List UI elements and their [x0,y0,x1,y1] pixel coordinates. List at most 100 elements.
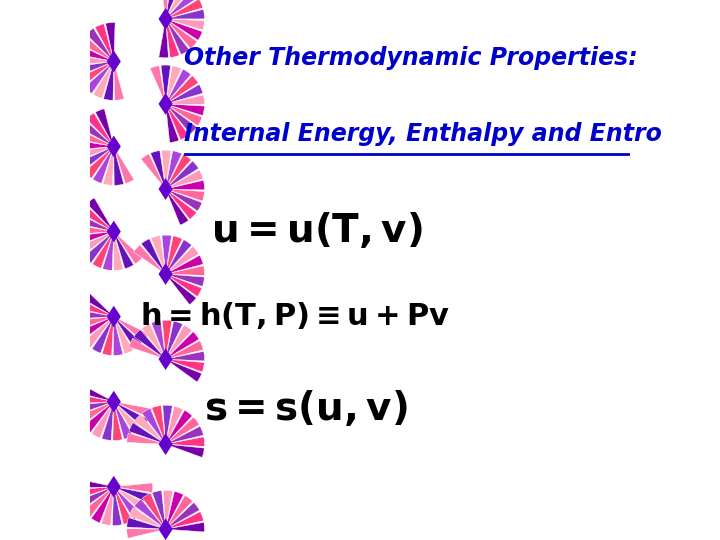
Wedge shape [166,189,197,219]
Wedge shape [114,316,148,342]
Wedge shape [75,56,114,65]
Wedge shape [166,502,199,529]
Wedge shape [166,95,204,104]
Wedge shape [159,19,168,58]
Wedge shape [166,104,202,126]
Wedge shape [75,232,114,245]
Wedge shape [166,437,204,447]
Text: Internal Energy, Enthalpy and Entro: Internal Energy, Enthalpy and Entro [184,122,662,145]
Wedge shape [127,529,166,538]
Wedge shape [166,359,204,372]
Polygon shape [158,263,173,285]
Wedge shape [166,0,191,19]
Wedge shape [80,120,114,146]
Wedge shape [114,232,123,271]
Wedge shape [75,146,114,161]
Wedge shape [166,76,198,104]
Wedge shape [166,496,193,529]
Wedge shape [166,255,203,274]
Wedge shape [162,320,172,359]
Wedge shape [166,274,202,296]
Wedge shape [166,104,197,134]
Wedge shape [166,406,183,444]
Wedge shape [161,0,170,19]
Wedge shape [114,402,133,439]
Wedge shape [166,180,204,190]
Wedge shape [166,69,191,104]
Polygon shape [107,221,121,242]
Wedge shape [91,402,114,438]
Wedge shape [135,499,166,529]
Wedge shape [166,0,198,19]
Wedge shape [166,104,204,116]
Wedge shape [86,113,114,146]
Wedge shape [161,65,171,104]
Wedge shape [91,487,114,523]
Wedge shape [96,109,114,146]
Wedge shape [103,146,114,185]
Wedge shape [166,0,181,19]
Wedge shape [114,402,142,435]
Polygon shape [158,178,173,200]
Wedge shape [114,487,152,503]
Wedge shape [103,232,114,271]
Wedge shape [166,341,203,359]
Wedge shape [166,104,189,140]
Wedge shape [134,414,166,444]
Wedge shape [113,316,123,355]
Wedge shape [76,130,114,146]
Wedge shape [163,406,172,444]
Wedge shape [166,417,199,444]
Wedge shape [84,62,114,93]
Wedge shape [142,323,166,359]
Wedge shape [151,321,166,359]
Wedge shape [129,423,166,444]
Polygon shape [158,518,173,540]
Wedge shape [166,426,204,444]
Wedge shape [114,402,152,418]
Wedge shape [75,394,114,403]
Wedge shape [78,316,114,340]
Wedge shape [78,402,114,424]
Wedge shape [166,522,204,532]
Wedge shape [166,19,189,55]
Wedge shape [166,321,183,359]
Wedge shape [114,146,124,185]
Wedge shape [114,487,142,520]
Wedge shape [151,235,166,274]
Wedge shape [104,62,114,100]
Wedge shape [114,316,133,354]
Wedge shape [166,19,179,58]
Wedge shape [142,408,166,444]
Wedge shape [114,316,142,349]
Wedge shape [166,511,204,529]
Polygon shape [107,136,121,157]
Wedge shape [78,146,114,171]
Polygon shape [107,51,121,72]
Wedge shape [166,9,204,19]
Wedge shape [83,487,114,517]
Wedge shape [166,359,202,382]
Wedge shape [166,189,204,201]
Wedge shape [166,274,197,305]
Wedge shape [75,316,114,330]
Wedge shape [166,491,184,529]
Polygon shape [107,476,121,497]
Wedge shape [133,245,166,274]
Wedge shape [75,225,114,234]
Wedge shape [166,352,204,361]
Text: Other Thermodynamic Properties:: Other Thermodynamic Properties: [184,46,638,70]
Wedge shape [84,232,114,263]
Wedge shape [79,36,114,62]
Polygon shape [107,306,121,327]
Wedge shape [166,189,202,211]
Wedge shape [129,338,166,359]
Wedge shape [75,309,114,319]
Wedge shape [93,146,114,184]
Wedge shape [95,24,114,62]
Wedge shape [166,104,179,143]
Wedge shape [166,189,189,225]
Wedge shape [78,232,114,255]
Wedge shape [161,150,171,189]
Wedge shape [84,316,114,348]
